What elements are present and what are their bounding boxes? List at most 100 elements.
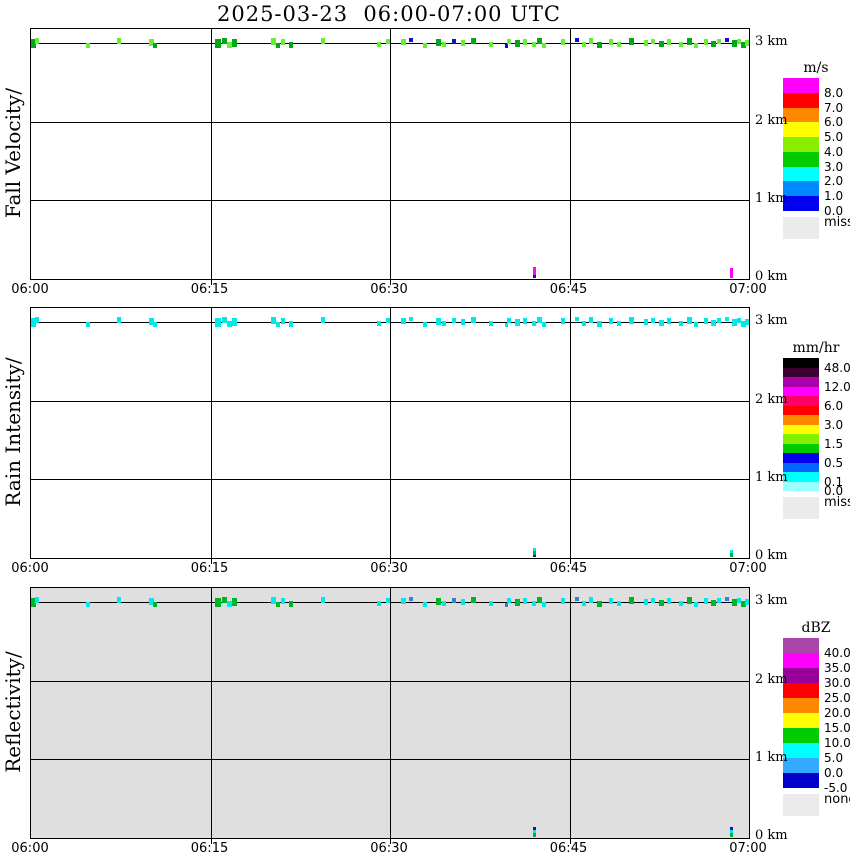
colorbar-segment xyxy=(783,683,819,698)
data-mark-surface xyxy=(730,268,733,278)
data-mark xyxy=(289,321,293,327)
data-mark xyxy=(725,317,729,321)
km-label: 0 km xyxy=(755,828,788,843)
data-mark xyxy=(686,316,692,324)
data-mark xyxy=(694,321,698,327)
data-mark xyxy=(667,318,671,324)
data-mark xyxy=(523,39,527,45)
data-mark xyxy=(461,599,465,605)
data-mark xyxy=(435,317,441,325)
data-mark xyxy=(644,599,648,605)
x-tick-label: 06:45 xyxy=(549,841,588,856)
data-mark xyxy=(423,42,427,48)
data-mark xyxy=(725,597,729,601)
colorbar-segment xyxy=(783,434,819,444)
plot-area-fall-velocity xyxy=(30,28,750,285)
plot-area-reflectivity xyxy=(30,587,750,844)
data-mark xyxy=(704,39,708,45)
data-mark xyxy=(386,38,390,44)
data-mark xyxy=(731,318,737,326)
data-mark xyxy=(686,37,692,45)
x-axis-tick xyxy=(569,558,571,564)
gridline-vertical xyxy=(210,29,212,279)
data-mark xyxy=(470,597,476,603)
data-mark xyxy=(561,598,565,604)
km-label: 3 km xyxy=(755,313,788,328)
data-mark xyxy=(507,597,511,603)
data-mark xyxy=(221,38,227,44)
x-tick-label: 06:00 xyxy=(11,841,49,856)
gridline-vertical xyxy=(569,308,571,558)
km-label: 2 km xyxy=(755,671,788,687)
gridline-vertical xyxy=(390,588,391,838)
data-mark xyxy=(30,597,36,607)
x-axis-tick xyxy=(569,838,571,844)
data-mark xyxy=(658,320,664,326)
gridline-vertical xyxy=(210,308,212,558)
colorbar-segment xyxy=(783,653,819,668)
data-mark xyxy=(442,600,446,606)
colorbar-title-dbz: dBZ xyxy=(801,620,831,636)
x-tick-label: 07:00 xyxy=(729,841,767,856)
data-mark xyxy=(609,318,613,324)
data-mark xyxy=(504,323,508,327)
colorbar-label: 2.0 xyxy=(824,174,844,189)
data-mark xyxy=(117,597,121,603)
data-mark xyxy=(153,42,157,48)
data-mark xyxy=(489,41,493,47)
data-mark xyxy=(651,317,655,323)
colorbar-segment xyxy=(783,758,819,773)
colorbar-missing-label: miss xyxy=(824,495,850,510)
data-mark xyxy=(400,598,406,604)
panel-label-rain-intensity: Rain Intensity/ xyxy=(1,357,25,507)
data-mark xyxy=(504,44,508,48)
data-mark xyxy=(617,600,621,606)
data-mark xyxy=(86,601,90,607)
data-mark xyxy=(644,319,648,325)
colorbar-segment xyxy=(783,386,819,396)
data-mark xyxy=(737,38,741,44)
data-mark xyxy=(276,42,280,48)
data-mark xyxy=(153,321,157,327)
data-mark xyxy=(221,317,227,323)
x-tick-label: 06:15 xyxy=(190,841,229,856)
data-mark xyxy=(377,600,381,606)
colorbar-segment xyxy=(783,377,819,387)
colorbar-segment xyxy=(783,462,819,472)
colorbar-label: 1.0 xyxy=(824,189,844,204)
data-mark xyxy=(281,598,285,604)
data-mark xyxy=(117,317,121,323)
data-mark xyxy=(658,41,664,47)
colorbar-segment xyxy=(783,396,819,406)
data-mark xyxy=(507,38,511,44)
data-mark xyxy=(289,42,293,48)
data-mark xyxy=(596,42,602,48)
data-mark-surface xyxy=(533,833,536,837)
data-mark xyxy=(452,38,456,44)
data-mark xyxy=(270,316,276,324)
colorbar-label: 4.0 xyxy=(824,144,844,159)
colorbar-segment xyxy=(783,151,819,167)
colorbar-label: 25.0 xyxy=(824,691,850,705)
data-mark xyxy=(409,317,413,321)
x-tick-label: 06:00 xyxy=(11,282,49,297)
colorbar-missing-box xyxy=(783,497,819,519)
data-mark xyxy=(504,603,508,607)
data-mark xyxy=(575,597,579,601)
data-mark xyxy=(582,600,586,606)
data-mark xyxy=(409,38,413,42)
data-mark xyxy=(423,321,427,327)
data-mark xyxy=(30,317,36,327)
data-mark xyxy=(667,598,671,604)
data-mark xyxy=(321,597,325,603)
data-mark xyxy=(710,600,716,606)
data-mark-surface xyxy=(533,830,536,833)
colorbar-segment xyxy=(783,713,819,728)
data-mark xyxy=(423,601,427,607)
data-mark xyxy=(745,40,749,46)
data-mark xyxy=(667,39,671,45)
data-mark xyxy=(561,39,565,45)
data-mark xyxy=(231,318,237,326)
data-mark xyxy=(386,317,390,323)
data-mark xyxy=(153,601,157,607)
